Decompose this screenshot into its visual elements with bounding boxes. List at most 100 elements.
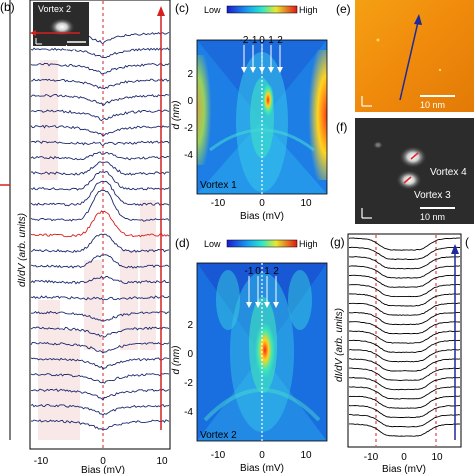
panel-b-label: (b) [0, 0, 15, 14]
panel-b-spectrum [30, 47, 170, 59]
panel-b-spectrum [30, 78, 170, 90]
panel-g-spectrum [348, 349, 461, 363]
panel-c-label: (c) [175, 1, 189, 15]
inset-scale: 4 nm [64, 45, 80, 52]
panel-g-spectrum [348, 386, 461, 400]
stripe-arrow-label: 1 [268, 35, 274, 46]
panel-b-spectrum [30, 233, 170, 253]
panel-b-shading [38, 60, 156, 440]
panel-g-spectrum [348, 395, 461, 409]
panel-g-spectrum [348, 274, 461, 288]
panel-b-spectrum [30, 388, 170, 401]
panel-g-xtick-0: -10 [364, 452, 379, 463]
panel-h-label-partial: ( [465, 235, 469, 249]
panel-b-spectrum [30, 109, 170, 122]
panel-g-spectrum [348, 302, 461, 316]
panel-c-ytick-0: 2 [187, 69, 193, 80]
panel-f-vortex-a: Vortex 4 [430, 167, 467, 178]
panel-b-xtick-0: -10 [34, 456, 49, 467]
panel-g-frame [347, 233, 462, 448]
panel-d-arrows: -1 0 1 2 [245, 266, 279, 308]
panel-d-xlabel: Bias (mV) [240, 463, 284, 474]
panel-d-cbar-low: Low [204, 239, 221, 249]
panel-b-spectrum [30, 357, 170, 370]
panel-b-spectrum [30, 140, 170, 147]
panel-g-xtick-2: 10 [431, 452, 443, 463]
panel-g-label: (g) [330, 235, 345, 249]
panel-b-spectrum [30, 341, 170, 354]
panel-d-ytick-2: -2 [184, 378, 193, 389]
panel-g-spectrum [349, 423, 461, 437]
panel-g-spectrum [348, 265, 461, 279]
panel-b-spectrum [30, 210, 170, 238]
panel-b-spectrum [30, 62, 170, 75]
panel-b-spectrum [30, 295, 170, 301]
panel-b-spectrum [30, 419, 170, 431]
panel-b-spectrum [30, 403, 170, 416]
panel-b-spectrum [31, 161, 170, 176]
panel-e-linecut-arrow [399, 21, 419, 101]
panel-g-spectrum [348, 311, 461, 326]
panel-e-scale: 10 nm [420, 100, 445, 110]
panel-d-ytick-3: -4 [184, 407, 193, 418]
stripe-arrow-label: 2 [277, 35, 283, 46]
panel-f-scale: 10 nm [420, 212, 445, 222]
panel-d-xtick-2: 10 [300, 450, 312, 461]
panel-c: (c) Low High -2 -1 0 1 2 Vortex 1 2 0 -2 -4 … [171, 1, 328, 222]
stripe-arrow-label: -1 [249, 35, 258, 46]
panel-b-spectrum [30, 189, 170, 222]
stripe-arrow-label: -1 [245, 266, 254, 277]
panel-g-spectra [348, 237, 461, 437]
stripe-arrow-label: -2 [240, 35, 249, 46]
panel-d-ylabel: d (nm) [171, 346, 182, 375]
panel-d-xtick-1: 0 [259, 450, 265, 461]
panel-g-spectrum [348, 339, 461, 354]
panel-c-ylabel: d (nm) [171, 101, 182, 130]
panel-g-xtick-1: 0 [401, 452, 407, 463]
panel-b-spectra [30, 31, 170, 431]
left-edge-panel [0, 0, 11, 440]
panel-d-yticks: 2 0 -2 -4 [184, 320, 193, 418]
panel-d-cbar-high: High [299, 239, 318, 249]
panel-d-corner-text: Vortex 2 [200, 430, 237, 441]
panel-b-spectrum [30, 254, 170, 269]
panel-b-frame [29, 0, 171, 450]
panel-g-spectrum [348, 293, 460, 307]
panel-b-ylabel: dI/dV (arb. units) [17, 213, 28, 287]
panel-g: (g) dI/dV (arb. units) -10 0 10 Bias (mV… [330, 233, 469, 474]
panel-c-colorbar [226, 5, 298, 14]
stripe-arrow-label: 0 [259, 35, 265, 46]
panel-b-spectrum [31, 310, 170, 322]
panel-b-spectrum [30, 124, 170, 137]
panel-g-spectrum [349, 246, 460, 261]
panel-b-inset: Vortex 2 4 nm [30, 2, 89, 52]
panel-e: (e) 10 nm [336, 0, 474, 112]
panel-b: Vortex 2 4 nm (b) dI/dV (arb. units) -10… [0, 0, 171, 474]
panel-g-spectrum [348, 237, 461, 251]
panel-e-topography [355, 0, 474, 112]
panel-d: (d) Low High -1 0 1 2 Vortex 2 2 0 -2 -4 d … [171, 236, 328, 474]
panel-b-spectrum [30, 93, 170, 107]
panel-g-xlabel: Bias (mV) [382, 464, 426, 474]
panel-g-ylabel: dI/dV (arb. units) [334, 308, 345, 382]
panel-g-spectrum [349, 283, 461, 298]
panel-g-spectrum [348, 376, 461, 391]
panel-d-xtick-0: -10 [211, 450, 226, 461]
panel-g-spectrum [348, 405, 461, 419]
panel-b-spectrum [30, 326, 170, 338]
panel-b-spectrum [30, 373, 170, 384]
panel-g-spectrum [348, 358, 461, 372]
panel-d-colorbar [226, 239, 298, 248]
panel-c-xtick-0: -10 [211, 198, 226, 209]
stripe-arrow-label: 2 [273, 266, 279, 277]
panel-d-ytick-1: 0 [187, 349, 193, 360]
panel-b-spectrum [30, 151, 170, 161]
panel-c-arrows: -2 -1 0 1 2 [240, 35, 283, 73]
panel-b-xtick-2: 10 [156, 456, 168, 467]
panel-e-label: (e) [336, 2, 351, 16]
panel-g-spectrum [349, 367, 461, 381]
panel-g-spectrum [349, 414, 461, 428]
panel-c-corner-text: Vortex 1 [200, 180, 237, 191]
panel-b-spectrum [30, 275, 170, 285]
panel-f-label: (f) [336, 120, 347, 134]
